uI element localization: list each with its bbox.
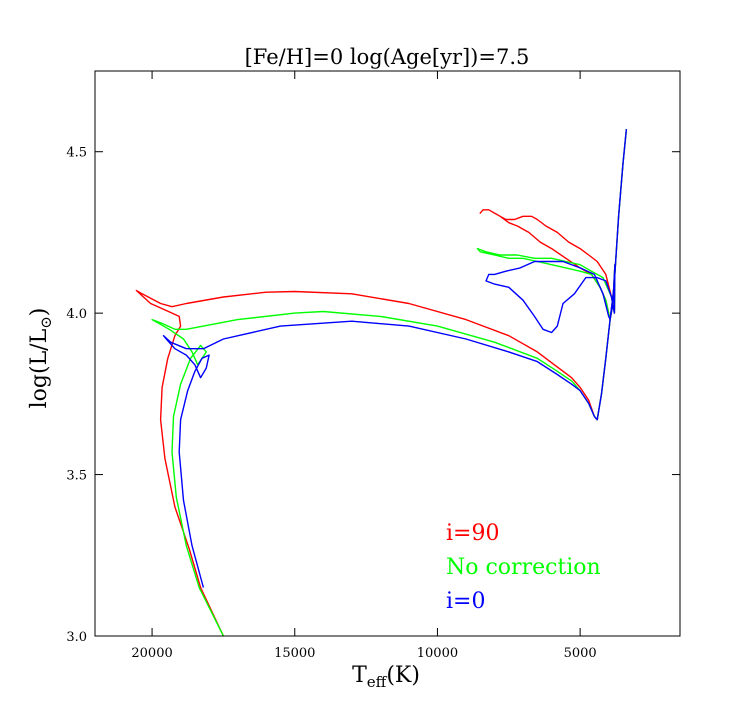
legend-entry: i=90 bbox=[446, 521, 499, 546]
y-axis-label-main: log(L/L bbox=[27, 328, 52, 408]
legend-entry: i=0 bbox=[446, 589, 485, 614]
x-tick-label: 10000 bbox=[417, 646, 458, 661]
y-tick-label: 3.5 bbox=[66, 469, 87, 484]
series-line-2 bbox=[162, 129, 628, 588]
x-axis-label-sub: eff bbox=[367, 673, 388, 691]
y-tick-label: 4.0 bbox=[66, 307, 87, 322]
x-axis-label: Teff(K) bbox=[352, 663, 420, 691]
series-layer bbox=[135, 129, 628, 637]
chart-title: [Fe/H]=0 log(Age[yr])=7.5 bbox=[245, 45, 530, 69]
x-tick-label: 15000 bbox=[274, 646, 315, 661]
x-axis-label-main: T bbox=[352, 663, 367, 688]
y-tick-label: 3.0 bbox=[66, 630, 87, 645]
y-axis-label: log(L/L⊙) bbox=[27, 308, 55, 409]
x-tick-label: 20000 bbox=[131, 646, 172, 661]
ticks-layer: 20000 15000 10000 5000 3.0 3.5 4.0 4.5 bbox=[66, 71, 680, 661]
y-tick-label: 4.5 bbox=[66, 146, 87, 161]
x-axis-label-tail: (K) bbox=[386, 663, 420, 688]
legend-entry: No correction bbox=[446, 555, 601, 580]
y-axis-label-sun-symbol: ⊙ bbox=[37, 316, 55, 329]
plot-frame bbox=[94, 70, 681, 637]
legend: i=90 No correction i=0 bbox=[446, 521, 601, 614]
y-axis-label-tail: ) bbox=[27, 308, 52, 317]
x-tick-label: 5000 bbox=[564, 646, 597, 661]
